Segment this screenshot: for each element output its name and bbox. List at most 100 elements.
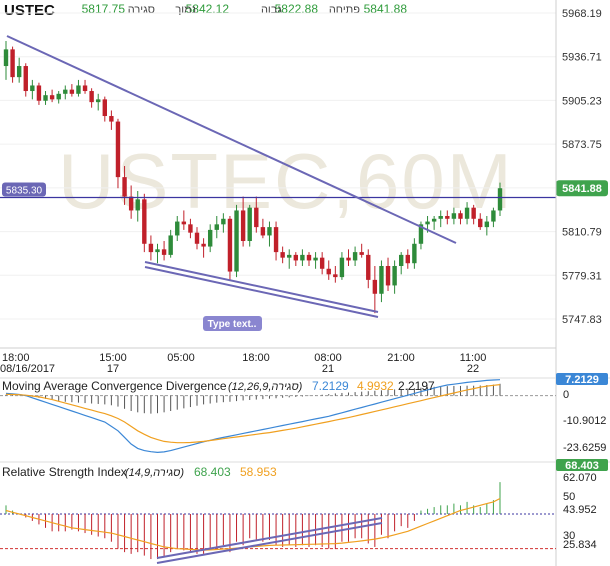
candle-body — [260, 227, 266, 236]
hline-label-badge: 5835.30 — [2, 182, 46, 197]
lower-channel-line-b[interactable] — [144, 266, 379, 318]
hline-label: 5835.30 — [6, 186, 43, 197]
candle-body — [418, 224, 424, 244]
candle-body — [346, 257, 351, 261]
macd-title: Moving Average Convergence Divergence — [2, 379, 227, 393]
rsi-pane — [0, 482, 556, 560]
time-tick-label: 08:00 — [314, 352, 342, 364]
macd-axis-1: -10.9012 — [563, 415, 606, 427]
macd-axis-0: 0 — [563, 389, 569, 401]
candle-body — [181, 221, 187, 225]
candle-body — [392, 265, 397, 286]
macd-badge: 7.2129 — [556, 373, 608, 386]
candle-body — [484, 221, 490, 228]
candle-body — [148, 243, 154, 253]
high-label: גבוה — [261, 4, 282, 16]
macd-value-1: 7.2129 — [312, 379, 349, 393]
candle-body — [115, 121, 121, 178]
candle-body — [76, 85, 81, 94]
candle-body — [161, 249, 167, 255]
macd-signal-line — [5, 384, 501, 444]
candle-body — [135, 199, 140, 211]
candle-body — [89, 91, 94, 103]
watermark: USTEC,60M — [58, 137, 514, 225]
candle-body — [306, 254, 312, 261]
time-tick-label: 21:00 — [387, 352, 415, 364]
candle-body — [273, 227, 279, 253]
rsi-value-1: 68.403 — [194, 465, 231, 479]
candle-body — [352, 252, 358, 261]
time-tick-label: 18:00 — [2, 352, 30, 364]
candle-body — [280, 252, 285, 258]
lower-channel-line-a[interactable] — [144, 261, 379, 313]
candle-body — [207, 229, 213, 247]
candle-body — [458, 213, 463, 219]
rsi-axis-43: 43.952 — [563, 504, 597, 516]
price-tick-label: 5747.83 — [562, 314, 602, 326]
text-annotation-label: Type text.. — [208, 319, 257, 330]
candle-body — [240, 210, 246, 242]
candle-body — [267, 227, 272, 236]
candle-body — [412, 243, 417, 264]
candle-body — [214, 224, 219, 230]
price-tick-label: 5905.23 — [562, 95, 602, 107]
macd-axis-2: -23.6259 — [563, 442, 606, 454]
price-tick-label: 5936.71 — [562, 52, 602, 64]
candle-body — [464, 207, 470, 219]
candle-body — [102, 99, 107, 117]
date-tick-label: 22 — [467, 363, 479, 375]
close-label: סגירה — [128, 4, 155, 16]
candle-body — [175, 221, 180, 236]
time-tick-label: 18:00 — [242, 352, 270, 364]
rsi-trendline-a[interactable] — [156, 517, 383, 559]
candle-body — [445, 216, 450, 219]
candle-body — [3, 49, 9, 67]
candle-body — [326, 268, 331, 275]
candle-body — [30, 85, 35, 92]
rsi-trendline-b[interactable] — [156, 522, 383, 564]
date-tick-label: 08/16/2017 — [0, 363, 55, 375]
current-price-label: 5841.88 — [562, 183, 602, 195]
descending-trendline[interactable] — [6, 35, 457, 244]
candle-body — [300, 254, 305, 261]
time-tick-label: 15:00 — [99, 352, 127, 364]
price-tick-label: 5779.31 — [562, 270, 602, 282]
candle-body — [372, 279, 378, 294]
rsi-title: Relative Strength Index — [2, 465, 127, 479]
macd-value-2: 4.9932 — [357, 379, 394, 393]
rsi-badge: 68.403 — [556, 459, 608, 472]
candle-body — [49, 95, 55, 100]
candle-body — [63, 89, 68, 94]
rsi-params: (14,9,סגירה) — [125, 467, 184, 479]
macd-value-3: 2.2197 — [398, 379, 435, 393]
rsi-badge-label: 68.403 — [565, 460, 599, 472]
rsi-axis-25: 25.834 — [563, 539, 597, 551]
candle-body — [69, 89, 75, 94]
text-annotation[interactable]: Type text.. — [203, 316, 262, 331]
candles — [3, 41, 503, 314]
rsi-axis-62: 62.070 — [563, 472, 597, 484]
rsi-axis-50: 50 — [563, 491, 575, 503]
time-tick-label: 05:00 — [167, 352, 195, 364]
close-value: 5817.75 — [82, 2, 126, 16]
candle-body — [478, 218, 483, 228]
candle-body — [287, 254, 292, 258]
candle-body — [359, 252, 364, 255]
price-tick-label: 5810.79 — [562, 227, 602, 239]
candle-body — [128, 196, 134, 211]
candle-body — [201, 243, 206, 247]
candle-body — [293, 254, 299, 261]
candle-body — [491, 210, 496, 222]
candle-body — [194, 232, 200, 244]
candle-body — [333, 274, 338, 278]
candle-body — [451, 213, 457, 219]
macd-pane — [0, 379, 556, 454]
candle-body — [405, 254, 410, 264]
rsi-axis-30: 30 — [563, 530, 575, 542]
candle-body — [497, 188, 503, 211]
date-tick-label: 21 — [322, 363, 334, 375]
candle-body — [399, 254, 404, 266]
